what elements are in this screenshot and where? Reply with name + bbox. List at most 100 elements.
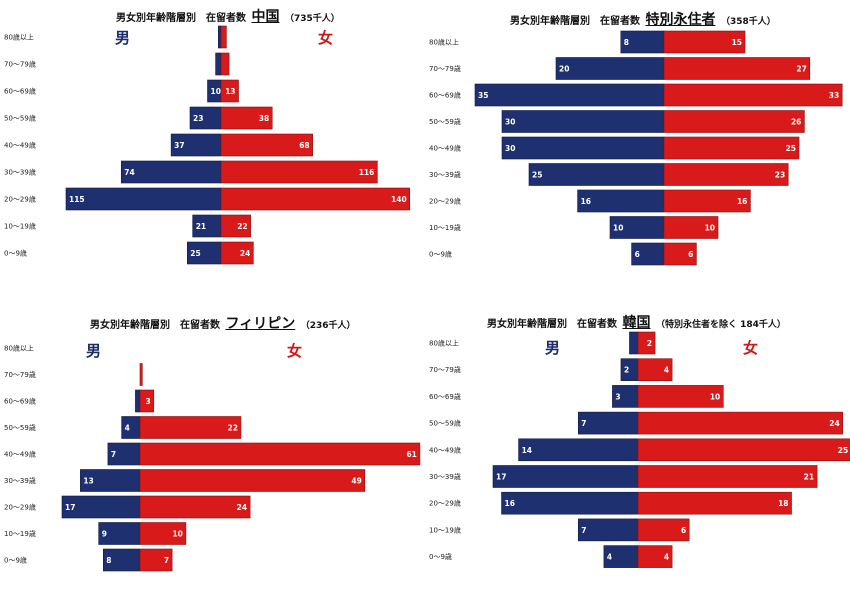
female-bar	[139, 495, 251, 519]
age-tick-label: 70～79歳	[4, 370, 36, 379]
female-value-label: 13	[225, 87, 235, 96]
male-value-label: 9	[102, 530, 107, 539]
male-value-label: 8	[106, 556, 111, 565]
age-tick-label: 0～9歳	[429, 250, 452, 259]
female-value-label: 2	[647, 339, 652, 348]
age-tick-label: 0～9歳	[429, 552, 452, 561]
male-value-label: 6	[635, 250, 640, 259]
female-value-label: 4	[664, 553, 669, 562]
female-value-label: 4	[664, 366, 669, 375]
female-bar	[220, 79, 239, 103]
male-value-label: 23	[193, 114, 203, 123]
female-bar	[637, 358, 673, 382]
female-bar	[637, 465, 818, 488]
male-value-label: 10	[211, 87, 221, 96]
female-value-label: 22	[237, 222, 247, 231]
age-tick-label: 10～19歳	[4, 529, 36, 538]
male-value-label: 3	[615, 392, 620, 401]
male-bar	[65, 187, 222, 211]
male-value-label: 30	[505, 118, 515, 127]
age-tick-label: 40～49歳	[429, 445, 461, 454]
female-bar	[637, 545, 673, 568]
chart-title-prefix: 男女別年齢階層別 在留者数	[487, 319, 617, 330]
female-bar	[663, 242, 697, 266]
age-tick-label: 50～59歳	[4, 114, 36, 123]
female-value-label: 10	[705, 224, 715, 233]
chart-title-country: 韓国	[622, 315, 651, 331]
male-value-label: 7	[581, 419, 586, 428]
chart-title-country: 中国	[251, 9, 280, 25]
pyramid-panel-korea: 男女別年齢階層別 在留者数 韓国 （特別永住者を除く 184千人） 男 女 80…	[425, 300, 850, 589]
chart-title: 男女別年齢階層別 在留者数 フィリピン （236千人）	[90, 313, 356, 333]
female-bar	[139, 442, 421, 466]
female-value-label: 24	[829, 419, 839, 428]
chart-title: 男女別年齢階層別 在留者数 特別永住者 （358千人）	[510, 9, 776, 29]
age-tick-label: 60～69歳	[4, 397, 36, 406]
male-bar	[218, 25, 222, 49]
age-tick-label: 70～79歳	[4, 60, 36, 69]
chart-title-prefix: 男女別年齢階層別 在留者数	[90, 320, 220, 331]
male-value-label: 7	[581, 526, 586, 535]
male-value-label: 7	[111, 450, 116, 459]
female-value-label: 15	[732, 38, 742, 47]
male-bar	[528, 163, 665, 186]
female-bar	[139, 469, 366, 492]
male-bar	[501, 136, 665, 160]
female-bar	[220, 160, 378, 184]
age-tick-label: 30～39歳	[429, 472, 461, 481]
age-tick-label: 80歳以上	[429, 38, 459, 47]
female-bar	[220, 106, 273, 130]
male-value-label: 4	[125, 424, 130, 433]
age-tick-label: 20～29歳	[4, 503, 36, 512]
female-value-label: 6	[681, 526, 686, 535]
female-value-label: 16	[737, 197, 747, 206]
female-value-label: 140	[391, 195, 407, 204]
male-bar	[492, 465, 639, 488]
male-bar	[577, 411, 639, 435]
male-bar	[518, 438, 639, 462]
female-bar	[139, 522, 187, 545]
age-tick-label: 0～9歳	[4, 249, 27, 258]
age-tick-label: 10～19歳	[429, 223, 461, 232]
female-value-label: 26	[791, 118, 801, 127]
male-value-label: 25	[190, 249, 200, 258]
age-tick-label: 0～9歳	[4, 556, 27, 565]
male-label: 男	[86, 342, 102, 360]
female-bar	[637, 438, 850, 462]
age-tick-label: 50～59歳	[429, 117, 461, 126]
pyramid-panel-philippines: 男女別年齢階層別 在留者数 フィリピン （236千人） 男 女 80歳以上 70～…	[0, 300, 425, 589]
female-label: 女	[287, 342, 303, 360]
male-value-label: 14	[522, 446, 532, 455]
female-label: 女	[318, 29, 334, 47]
chart-title-country: 特別永住者	[645, 12, 716, 28]
chart-title: 男女別年齢階層別 在留者数 中国 （735千人）	[116, 6, 340, 26]
age-tick-label: 30～39歳	[4, 168, 36, 177]
female-value-label: 116	[359, 168, 375, 177]
male-value-label: 25	[532, 171, 542, 180]
female-bar	[220, 25, 227, 49]
age-tick-label: 60～69歳	[429, 91, 461, 100]
age-tick-label: 30～39歳	[4, 476, 36, 485]
female-bar	[663, 83, 843, 107]
age-tick-label: 50～59歳	[4, 423, 36, 432]
female-value-label: 38	[259, 114, 269, 123]
male-value-label: 115	[69, 195, 85, 204]
female-value-label: 25	[786, 144, 796, 153]
female-value-label: 21	[804, 473, 814, 482]
male-value-label: 16	[505, 499, 515, 508]
male-value-label: 17	[65, 503, 75, 512]
chart-title-prefix: 男女別年齢階層別 在留者数	[116, 13, 246, 24]
chart-title-total: （特別永住者を除く 184千人）	[655, 320, 786, 330]
male-value-label: 8	[624, 38, 629, 47]
age-tick-label: 70～79歳	[429, 64, 461, 73]
age-tick-label: 20～29歳	[429, 499, 461, 508]
age-tick-label: 40～49歳	[4, 450, 36, 459]
male-value-label: 2	[624, 366, 629, 375]
female-bar	[637, 385, 724, 408]
female-value-label: 3	[146, 397, 151, 406]
age-tick-label: 80歳以上	[429, 339, 459, 348]
female-value-label: 24	[240, 249, 250, 258]
male-value-label: 74	[124, 168, 134, 177]
pyramid-chart: 80歳以上 70～79歳 60～69歳 10 13 50～59歳 23 38 40～49歳 37 6…	[4, 25, 410, 265]
